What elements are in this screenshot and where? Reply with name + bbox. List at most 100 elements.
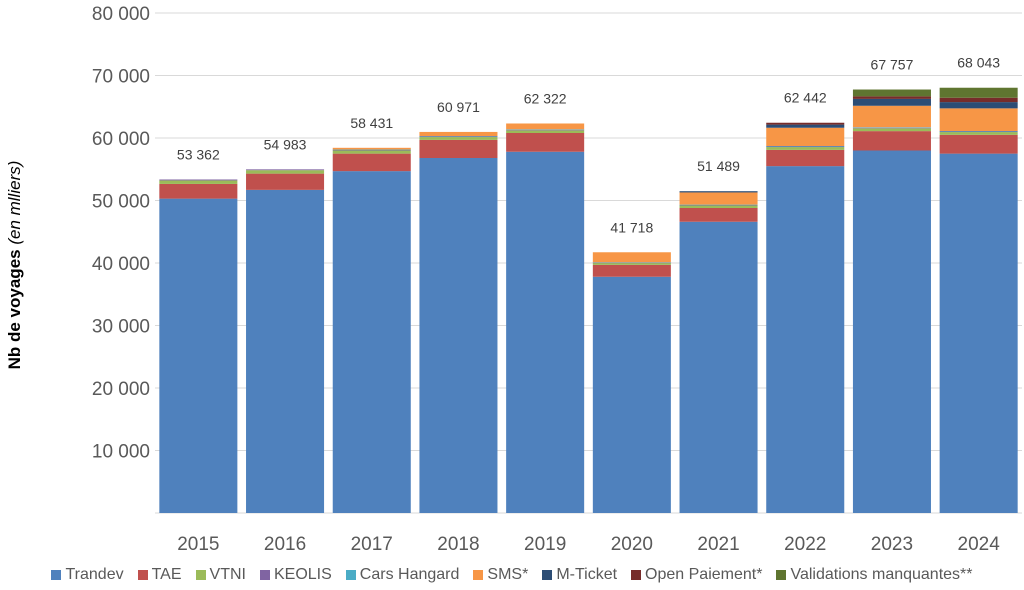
bar-segment-keolis: [332, 149, 411, 151]
bar-segment-vtni: [679, 205, 758, 208]
bar-segment-sms: [419, 131, 498, 137]
bar-segment-m-ticket: [852, 98, 931, 106]
bar-segment-m-ticket: [766, 124, 845, 128]
total-label: 41 718: [610, 219, 653, 235]
total-label: 67 757: [871, 57, 914, 73]
legend-item: Validations manquantes**: [776, 566, 973, 584]
y-tick-label: 40 000: [92, 254, 150, 275]
bar-segment-cars-hangard: [592, 262, 671, 263]
legend-swatch: [51, 570, 62, 580]
y-axis-label: Nb de voyages (en mlliers): [5, 161, 24, 370]
bar-segment-tae: [852, 131, 931, 151]
bar-segment-sms: [766, 127, 845, 146]
bar-segment-sms: [592, 252, 671, 263]
bar-segment-cars-hangard: [852, 127, 931, 128]
bar-segment-tae: [419, 139, 498, 158]
total-label: 51 489: [697, 158, 740, 174]
legend-swatch: [137, 570, 148, 580]
bar-segment-trandev: [766, 166, 845, 513]
x-axis-ticks: 2015 2016 2017 2018 2019 2020 2021 2022 2023 2024: [177, 534, 1000, 555]
bar-segment-vtni: [939, 132, 1018, 135]
bar-segment-cars-hangard: [332, 149, 411, 151]
bar-segment-vtni: [852, 128, 931, 132]
bar-segment-trandev: [419, 158, 498, 513]
legend-item: Open Paiement*: [631, 566, 762, 584]
legend-swatch: [776, 570, 787, 580]
bar-segment-keolis: [246, 169, 325, 171]
y-axis-label-main: Nb de voyages: [5, 249, 24, 369]
bar-segment-vtni: [159, 180, 238, 184]
legend-item: KEOLIS: [259, 566, 332, 584]
total-label: 53 362: [177, 146, 220, 162]
bar-segment-sms: [852, 105, 931, 128]
bar-segment-trandev: [246, 189, 325, 513]
legend-label: Validations manquantes**: [790, 566, 973, 583]
bar-segment-keolis: [506, 129, 585, 131]
x-tick-label: 2017: [351, 534, 393, 555]
bar-segment-keolis: [592, 262, 671, 264]
legend-item: Cars Hangard: [345, 566, 459, 584]
legend-swatch: [345, 570, 356, 580]
bar-segment-cars-hangard: [506, 129, 585, 130]
bar-segment-sms: [939, 108, 1018, 131]
x-tick-label: 2015: [177, 534, 219, 555]
total-label: 54 983: [264, 136, 307, 152]
legend-label: VTNI: [209, 566, 246, 583]
legend-label: Trandev: [65, 566, 124, 583]
x-tick-label: 2019: [524, 534, 566, 555]
total-label: 60 971: [437, 99, 480, 115]
bar-segment-sms: [679, 192, 758, 205]
bar-segment-tae: [939, 134, 1018, 154]
total-labels: 53 362 54 983 58 431 60 971 62 322 41 718 51 4…: [177, 55, 1000, 236]
y-axis-ticks: 10 000 20 000 30 000 40 000 50 000 60 000 70 0…: [92, 4, 150, 463]
bar-segment-trandev: [939, 153, 1018, 513]
bar-segment-validations-manquantes: [852, 89, 931, 97]
bar-segment-trandev: [159, 198, 238, 513]
x-tick-label: 2020: [611, 534, 653, 555]
bar-segment-open-paiement: [939, 97, 1018, 103]
x-tick-label: 2021: [697, 534, 739, 555]
y-tick-label: 70 000: [92, 67, 150, 88]
y-tick-label: 30 000: [92, 317, 150, 338]
bar-segment-keolis: [852, 127, 931, 129]
bar-segment-vtni: [592, 263, 671, 265]
stacked-bar-chart: 10 000 20 000 30 000 40 000 50 000 60 000 70 0…: [5, 4, 1022, 555]
total-label: 58 431: [350, 115, 393, 131]
bar-segment-trandev: [506, 151, 585, 513]
x-tick-label: 2024: [958, 534, 1001, 555]
y-axis-label-unit: (en mlliers): [5, 161, 24, 245]
bar-segment-keolis: [679, 205, 758, 206]
bar-segment-vtni: [506, 130, 585, 133]
bar-segment-open-paiement: [852, 96, 931, 99]
y-tick-label: 60 000: [92, 129, 150, 150]
bar-segment-vtni: [419, 137, 498, 140]
legend-swatch: [259, 570, 270, 580]
y-tick-label: 50 000: [92, 192, 150, 213]
legend-item: SMS*: [473, 566, 528, 584]
bar-segment-tae: [246, 173, 325, 190]
bar-segment-tae: [506, 133, 585, 152]
bar-segment-keolis: [419, 136, 498, 138]
bar-segment-cars-hangard: [419, 136, 498, 137]
legend-item: M-Ticket: [542, 566, 617, 584]
legend-label: Open Paiement*: [645, 566, 763, 583]
bar-segment-tae: [159, 183, 238, 199]
bar-segment-tae: [592, 264, 671, 277]
bars: [159, 87, 1018, 513]
legend-swatch: [473, 570, 484, 580]
legend-label: SMS*: [487, 566, 529, 583]
legend-label: M-Ticket: [556, 566, 618, 583]
bar-segment-cars-hangard: [679, 204, 758, 206]
bar-segment-keolis: [939, 131, 1018, 133]
legend: Trandev TAE VTNI KEOLIS Cars Hangard SMS* M-Ti…: [0, 566, 1024, 584]
bar-segment-cars-hangard: [766, 146, 845, 147]
bar-segment-trandev: [332, 171, 411, 513]
bar-segment-m-ticket: [939, 102, 1018, 109]
legend-item: TAE: [137, 566, 182, 584]
y-tick-label: 80 000: [92, 4, 150, 25]
bar-segment-trandev: [679, 221, 758, 513]
legend-swatch: [195, 570, 206, 580]
bar-segment-trandev: [592, 276, 671, 513]
legend-label: TAE: [151, 566, 182, 583]
y-tick-label: 20 000: [92, 379, 150, 400]
